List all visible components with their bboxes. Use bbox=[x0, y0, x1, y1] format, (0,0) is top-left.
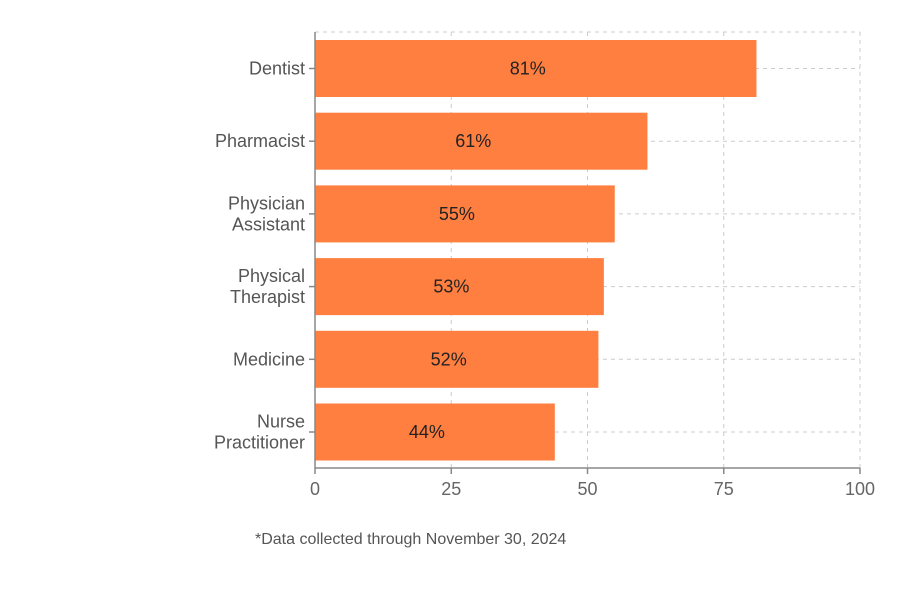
data-label: 61% bbox=[455, 131, 491, 151]
labels: 81% 61% 55% 53% 52% 44% 0 25 50 75 100 Dentist Pharm… bbox=[214, 59, 875, 500]
x-tick-label: 100 bbox=[845, 479, 875, 499]
data-label: 55% bbox=[439, 204, 475, 224]
category-label: Medicine bbox=[233, 349, 305, 369]
x-tick-label: 50 bbox=[577, 479, 597, 499]
category-label: Physician Assistant bbox=[228, 193, 305, 234]
category-label: Dentist bbox=[249, 59, 305, 79]
bars bbox=[315, 40, 757, 461]
bar bbox=[315, 258, 604, 316]
category-label: Physical Therapist bbox=[230, 266, 305, 307]
category-label: Nurse Practitioner bbox=[214, 412, 305, 453]
data-label: 53% bbox=[433, 277, 469, 297]
footnote: *Data collected through November 30, 202… bbox=[255, 531, 567, 548]
bar bbox=[315, 403, 555, 461]
data-label: 44% bbox=[409, 422, 445, 442]
category-label: Pharmacist bbox=[215, 131, 305, 151]
bar bbox=[315, 112, 648, 170]
data-label: 81% bbox=[510, 59, 546, 79]
grid bbox=[315, 31, 861, 468]
bar bbox=[315, 185, 615, 243]
axes bbox=[309, 32, 861, 474]
bar bbox=[315, 40, 757, 97]
x-tick-label: 0 bbox=[310, 479, 320, 499]
data-label: 52% bbox=[431, 349, 467, 369]
x-tick-label: 75 bbox=[714, 479, 734, 499]
x-tick-label: 25 bbox=[441, 479, 461, 499]
bar bbox=[315, 330, 599, 388]
